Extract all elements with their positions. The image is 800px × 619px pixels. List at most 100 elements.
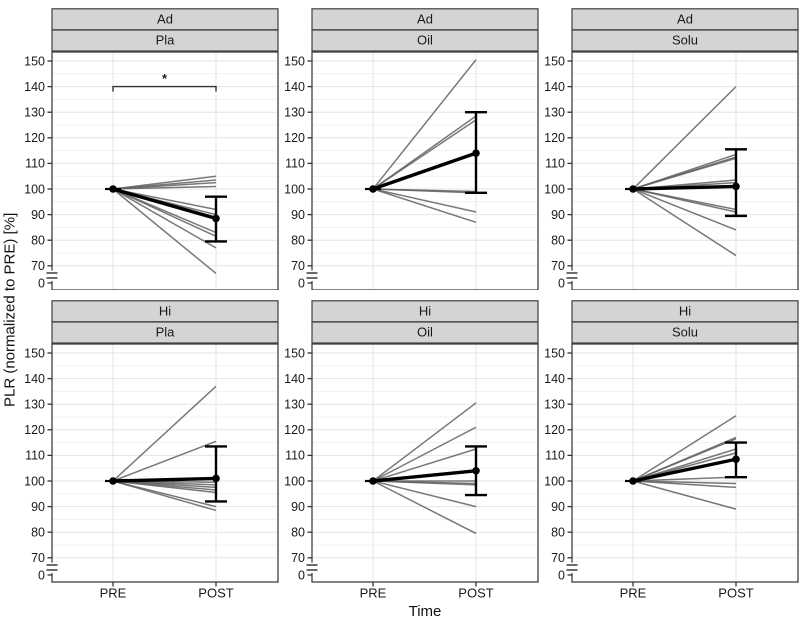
individual-line [112, 188, 217, 249]
panel-background [52, 344, 278, 582]
mean-line [112, 476, 217, 483]
strip-row-label: Hi [159, 304, 171, 319]
y-tick-label: 150 [24, 346, 45, 360]
y-tick-label: 70 [31, 259, 45, 273]
strip-col [571, 29, 799, 52]
strip-row-label: Hi [679, 304, 691, 319]
y-tick-label: 120 [24, 423, 45, 437]
individual-line [372, 480, 477, 486]
panel-background [572, 344, 798, 582]
y-tick-label: 70 [551, 259, 565, 273]
strip-col [311, 321, 539, 344]
mean-point-pre [629, 185, 637, 193]
strip-col-label: Pla [156, 33, 176, 48]
y-tick-label: 100 [24, 182, 45, 196]
individual-line [372, 402, 477, 482]
y-tick-label: 0 [38, 276, 45, 290]
mean-point-pre [629, 477, 637, 485]
individual-line [632, 480, 737, 489]
individual-line [112, 385, 217, 482]
strip-row-label: Ad [677, 12, 693, 27]
y-tick-label: 110 [545, 157, 565, 171]
y-tick-label: 140 [24, 80, 45, 94]
mean-point-post [472, 149, 480, 157]
y-tick-label: 80 [551, 526, 565, 540]
y-tick-label: 100 [544, 474, 565, 488]
mean-point-pre [369, 477, 377, 485]
individual-line [112, 440, 217, 482]
mean-point-post [212, 474, 220, 483]
axis-break-gap [310, 562, 314, 573]
y-tick-label: 150 [284, 346, 305, 360]
y-tick-label: 140 [24, 372, 45, 386]
facet-panel-ad-oil: Ad Oil 150 140 130 120 110 100 90 80 70 0 [284, 8, 539, 290]
individual-line [632, 415, 737, 482]
y-tick-label: 140 [544, 372, 565, 386]
y-tick-label: 80 [31, 526, 45, 540]
y-tick-label: 130 [284, 106, 305, 120]
y-tick-label: 100 [284, 474, 305, 488]
y-tick-label: 90 [291, 500, 305, 514]
x-tick-label-post: POST [718, 586, 753, 601]
y-tick-label: 140 [284, 372, 305, 386]
y-tick-label: 130 [24, 106, 45, 120]
individual-line [112, 185, 217, 190]
x-axis-title: Time [408, 603, 442, 619]
mean-point-post [732, 182, 740, 191]
strip-col-label: Pla [156, 325, 176, 340]
mean-point-post [212, 214, 220, 223]
y-tick-label: 130 [284, 398, 305, 412]
y-tick-label: 90 [291, 208, 305, 222]
individual-line [372, 119, 477, 190]
y-tick-label: 100 [284, 182, 305, 196]
y-tick-label: 110 [285, 157, 305, 171]
y-tick-label: 0 [558, 276, 565, 290]
panel-border [571, 343, 799, 583]
individual-line [372, 480, 477, 508]
y-tick-label: 80 [31, 234, 45, 248]
axis-break-gap [50, 270, 54, 281]
axis-break-gap [570, 270, 574, 281]
y-tick-label: 70 [291, 259, 305, 273]
x-tick-label-post: POST [458, 586, 493, 601]
strip-col-label: Solu [672, 33, 698, 48]
y-tick-label: 110 [285, 449, 305, 463]
y-tick-label: 80 [291, 526, 305, 540]
significance-star: * [162, 71, 168, 86]
y-axis-title: PLR (normalized to PRE) [%] [1, 212, 19, 407]
individual-line [372, 188, 477, 223]
panel-border [571, 51, 799, 290]
y-tick-label: 120 [544, 131, 565, 145]
strip-row-label: Ad [157, 12, 173, 27]
individual-line [372, 59, 477, 190]
y-tick-label: 90 [551, 500, 565, 514]
y-tick-label: 0 [298, 276, 305, 290]
individual-line [632, 188, 737, 213]
individual-line [632, 188, 737, 231]
strip-col-label: Solu [672, 325, 698, 340]
strip-col [51, 29, 279, 52]
y-tick-label: 80 [291, 234, 305, 248]
strip-col-label: Oil [417, 325, 433, 340]
y-tick-label: 90 [551, 208, 565, 222]
y-tick-label: 130 [544, 106, 565, 120]
x-tick-label-pre: PRE [620, 586, 647, 601]
strip-row-label: Hi [419, 304, 431, 319]
individual-line [112, 480, 217, 512]
panel-border [51, 51, 279, 290]
y-tick-label: 100 [544, 182, 565, 196]
y-tick-label: 130 [544, 398, 565, 412]
y-tick-label: 0 [38, 568, 45, 582]
individual-line [632, 476, 737, 482]
panel-background [52, 52, 278, 290]
significance-bracket [112, 85, 217, 92]
strip-col [571, 321, 799, 344]
x-tick-label-pre: PRE [100, 586, 127, 601]
individual-line [372, 448, 477, 482]
y-tick-label: 140 [544, 80, 565, 94]
y-tick-label: 110 [545, 449, 565, 463]
y-tick-label: 90 [31, 500, 45, 514]
y-tick-label: 150 [544, 54, 565, 68]
mean-point-post [472, 466, 480, 475]
